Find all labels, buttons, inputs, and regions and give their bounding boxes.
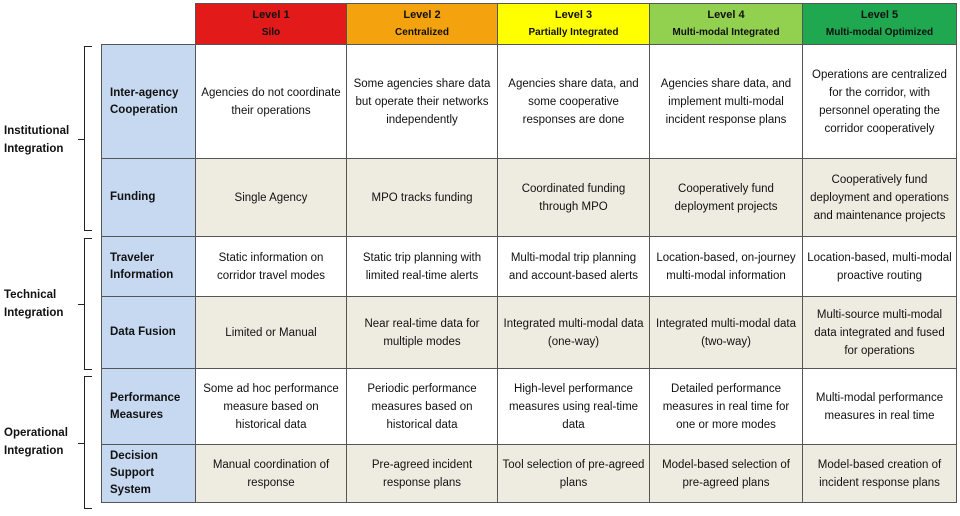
cell-level-4: Agencies share data, and implement multi… [649, 44, 803, 159]
group-label-technical: Technical Integration [4, 289, 64, 319]
row-traveler-information: Traveler Information Static information … [101, 236, 957, 297]
row-inter-agency-cooperation: Inter-agency Cooperation Agencies do not… [101, 44, 957, 159]
row-funding: Funding Single Agency MPO tracks funding… [101, 158, 957, 237]
level-5-title: Level 5 [860, 9, 899, 21]
cell-level-2: Near real-time data for multiple modes [346, 296, 498, 369]
cell-level-5: Cooperatively fund deployment and operat… [802, 158, 957, 237]
level-5-header: Level 5 Multi-modal Optimized [802, 3, 957, 45]
cell-level-1: Manual coordination of response [195, 444, 347, 503]
cell-level-4: Cooperatively fund deployment projects [649, 158, 803, 237]
group-label-operational: Operational Integration [4, 427, 68, 457]
level-2-header: Level 2 Centralized [346, 3, 498, 45]
level-4-subtitle: Multi-modal Integrated [672, 27, 780, 38]
cell-level-2: Pre-agreed incident response plans [346, 444, 498, 503]
row-performance-measures: Performance Measures Some ad hoc perform… [101, 368, 957, 445]
row-label: Decision Support System [101, 444, 196, 503]
corner-blank [102, 4, 196, 45]
cell-level-5: Operations are centralized for the corri… [802, 44, 957, 159]
cell-level-3: High-level performance measures using re… [497, 368, 650, 445]
level-3-header: Level 3 Partially Integrated [497, 3, 650, 45]
cell-level-1: Some ad hoc performance measure based on… [195, 368, 347, 445]
level-1-header: Level 1 Silo [195, 3, 347, 45]
row-label: Funding [101, 158, 196, 237]
level-4-header: Level 4 Multi-modal Integrated [649, 3, 803, 45]
level-3-title: Level 3 [554, 9, 593, 21]
cell-level-5: Multi-modal performance measures in real… [802, 368, 957, 445]
cell-level-3: Coordinated funding through MPO [497, 158, 650, 237]
cell-level-3: Agencies share data, and some cooperativ… [497, 44, 650, 159]
cell-level-1: Static information on corridor travel mo… [195, 236, 347, 297]
group-label-institutional: Institutional Integration [4, 125, 70, 155]
cell-level-4: Location-based, on-journey multi-modal i… [649, 236, 803, 297]
cell-level-4: Integrated multi-modal data (two-way) [649, 296, 803, 369]
cell-level-3: Multi-modal trip planning and account-ba… [497, 236, 650, 297]
cell-level-5: Model-based creation of incident respons… [802, 444, 957, 503]
level-4-title: Level 4 [707, 9, 745, 21]
header-row: Level 1 Silo Level 2 Centralized Level 3… [102, 3, 957, 45]
level-3-subtitle: Partially Integrated [528, 27, 619, 38]
row-label: Traveler Information [101, 236, 196, 297]
cell-level-3: Tool selection of pre-agreed plans [497, 444, 650, 503]
level-1-subtitle: Silo [261, 27, 281, 38]
row-label: Inter-agency Cooperation [101, 44, 196, 159]
cell-level-5: Multi-source multi-modal data integrated… [802, 296, 957, 369]
group-bracket-institutional [78, 46, 92, 231]
row-data-fusion: Data Fusion Limited or Manual Near real-… [101, 296, 957, 369]
level-5-subtitle: Multi-modal Optimized [825, 27, 934, 38]
cell-level-2: Some agencies share data but operate the… [346, 44, 498, 159]
cell-level-4: Detailed performance measures in real ti… [649, 368, 803, 445]
level-1-title: Level 1 [252, 9, 290, 21]
cell-level-2: MPO tracks funding [346, 158, 498, 237]
group-bracket-technical [78, 238, 92, 370]
cell-level-1: Agencies do not coordinate their operati… [195, 44, 347, 159]
cell-level-2: Periodic performance measures based on h… [346, 368, 498, 445]
level-2-subtitle: Centralized [395, 27, 449, 38]
row-label: Performance Measures [101, 368, 196, 445]
integration-maturity-table: Level 1 Silo Level 2 Centralized Level 3… [101, 3, 957, 503]
row-decision-support-system: Decision Support System Manual coordinat… [101, 444, 957, 503]
cell-level-4: Model-based selection of pre-agreed plan… [649, 444, 803, 503]
cell-level-5: Location-based, multi-modal proactive ro… [802, 236, 957, 297]
cell-level-2: Static trip planning with limited real-t… [346, 236, 498, 297]
cell-level-1: Limited or Manual [195, 296, 347, 369]
level-2-title: Level 2 [403, 9, 441, 21]
cell-level-1: Single Agency [195, 158, 347, 237]
cell-level-3: Integrated multi-modal data (one-way) [497, 296, 650, 369]
row-label: Data Fusion [101, 296, 196, 369]
group-bracket-operational [78, 376, 92, 509]
